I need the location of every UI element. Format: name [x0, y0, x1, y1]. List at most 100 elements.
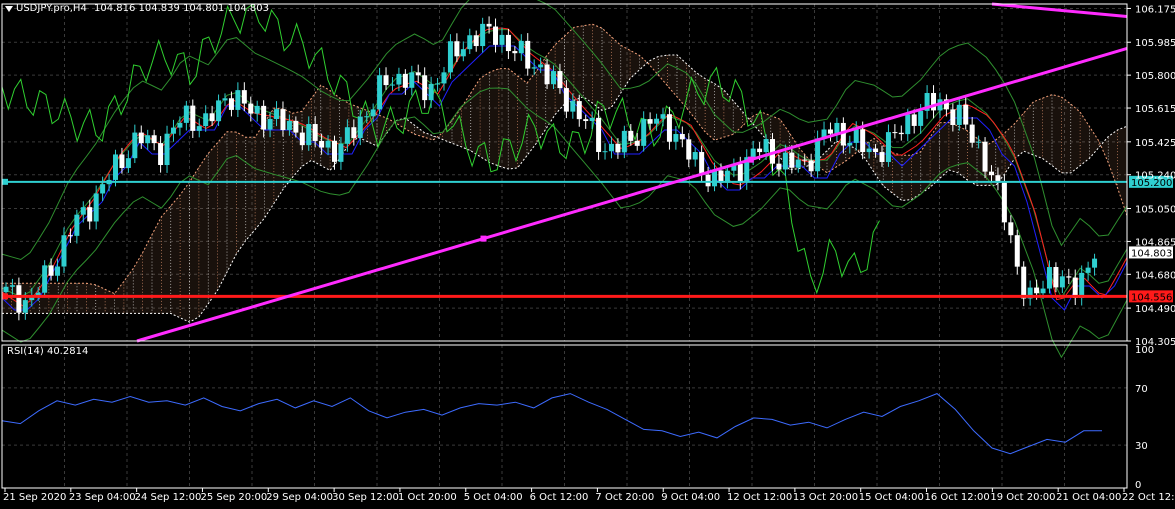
trendline[interactable]	[136, 47, 1128, 343]
candle-body[interactable]	[42, 265, 48, 293]
candle-body[interactable]	[608, 143, 614, 152]
candle-body[interactable]	[100, 184, 106, 194]
candle-body[interactable]	[364, 116, 370, 118]
trendline[interactable]	[991, 2, 1128, 18]
level-anchor[interactable]	[2, 178, 8, 185]
candle-body[interactable]	[815, 138, 821, 172]
candle-body[interactable]	[731, 163, 737, 171]
candle-body[interactable]	[782, 152, 788, 170]
candle-body[interactable]	[634, 140, 640, 146]
candle-body[interactable]	[74, 214, 80, 236]
candle-body[interactable]	[589, 117, 595, 122]
level-anchor[interactable]	[2, 293, 8, 300]
candle-body[interactable]	[596, 117, 602, 152]
candle-body[interactable]	[35, 292, 41, 296]
candle-body[interactable]	[1001, 182, 1007, 223]
candle-body[interactable]	[190, 105, 196, 131]
candle-body[interactable]	[583, 119, 589, 122]
candle-body[interactable]	[203, 113, 209, 127]
candle-body[interactable]	[641, 119, 647, 146]
candle-body[interactable]	[525, 40, 531, 69]
candle-body[interactable]	[209, 113, 215, 122]
candle-body[interactable]	[1066, 276, 1072, 278]
candle-body[interactable]	[402, 73, 408, 88]
candle-body[interactable]	[319, 140, 325, 148]
candle-body[interactable]	[228, 98, 234, 110]
candle-body[interactable]	[435, 83, 441, 85]
candle-body[interactable]	[853, 129, 859, 143]
candle-body[interactable]	[1092, 258, 1098, 268]
candle-body[interactable]	[699, 152, 705, 175]
candle-body[interactable]	[132, 132, 138, 159]
candle-body[interactable]	[119, 154, 125, 168]
candle-body[interactable]	[1027, 287, 1033, 299]
candle-body[interactable]	[248, 103, 254, 114]
candle-body[interactable]	[493, 26, 499, 45]
candle-body[interactable]	[712, 170, 718, 187]
candle-body[interactable]	[602, 151, 608, 153]
candle-body[interactable]	[860, 129, 866, 153]
candle-body[interactable]	[770, 139, 775, 164]
candle-body[interactable]	[628, 130, 634, 141]
candle-body[interactable]	[1040, 288, 1046, 294]
candle-body[interactable]	[686, 139, 692, 160]
candle-body[interactable]	[145, 135, 151, 144]
candle-body[interactable]	[3, 286, 9, 293]
trendlines[interactable]	[136, 2, 1128, 343]
candle-body[interactable]	[647, 119, 653, 124]
candle-body[interactable]	[847, 142, 853, 146]
candle-body[interactable]	[789, 152, 795, 168]
candle-body[interactable]	[551, 71, 556, 85]
candle-body[interactable]	[351, 127, 357, 138]
candle-body[interactable]	[480, 23, 486, 47]
candle-body[interactable]	[898, 132, 904, 135]
candle-body[interactable]	[344, 127, 350, 144]
candle-body[interactable]	[409, 72, 415, 88]
candle-body[interactable]	[377, 75, 383, 110]
candle-body[interactable]	[834, 122, 840, 134]
candle-body[interactable]	[306, 124, 312, 146]
candle-body[interactable]	[802, 159, 808, 161]
candle-body[interactable]	[885, 132, 891, 163]
candle-body[interactable]	[332, 140, 337, 162]
candle-body[interactable]	[67, 235, 73, 237]
candle-body[interactable]	[879, 152, 885, 163]
candle-body[interactable]	[486, 23, 492, 27]
candle-body[interactable]	[673, 134, 679, 142]
candle-body[interactable]	[158, 143, 164, 166]
candle-body[interactable]	[982, 141, 988, 172]
candle-body[interactable]	[164, 133, 170, 166]
candle-body[interactable]	[389, 84, 395, 86]
candle-body[interactable]	[969, 124, 975, 143]
candle-body[interactable]	[261, 105, 267, 130]
candle-body[interactable]	[956, 104, 962, 125]
candle-body[interactable]	[454, 41, 460, 57]
candle-body[interactable]	[531, 67, 537, 69]
candle-body[interactable]	[866, 148, 872, 153]
candle-body[interactable]	[274, 109, 280, 120]
candle-body[interactable]	[679, 134, 685, 140]
candle-body[interactable]	[151, 135, 157, 144]
candle-body[interactable]	[196, 126, 202, 131]
candle-body[interactable]	[80, 207, 86, 215]
candle-body[interactable]	[1079, 272, 1085, 298]
candle-body[interactable]	[963, 104, 969, 125]
trendline-handle[interactable]	[480, 235, 487, 242]
candle-body[interactable]	[177, 122, 183, 128]
candle-body[interactable]	[724, 170, 730, 183]
candle-body[interactable]	[1059, 276, 1065, 288]
candle-body[interactable]	[9, 285, 15, 287]
candle-body[interactable]	[808, 160, 814, 172]
candle-body[interactable]	[235, 90, 241, 110]
candle-body[interactable]	[654, 118, 660, 124]
candle-body[interactable]	[544, 64, 550, 85]
candle-body[interactable]	[447, 41, 453, 73]
candle-body[interactable]	[48, 265, 54, 276]
candle-body[interactable]	[943, 99, 949, 110]
candle-body[interactable]	[299, 132, 305, 146]
candle-body[interactable]	[499, 34, 505, 45]
candle-body[interactable]	[976, 141, 982, 143]
candle-body[interactable]	[570, 101, 576, 112]
candle-body[interactable]	[821, 129, 827, 139]
